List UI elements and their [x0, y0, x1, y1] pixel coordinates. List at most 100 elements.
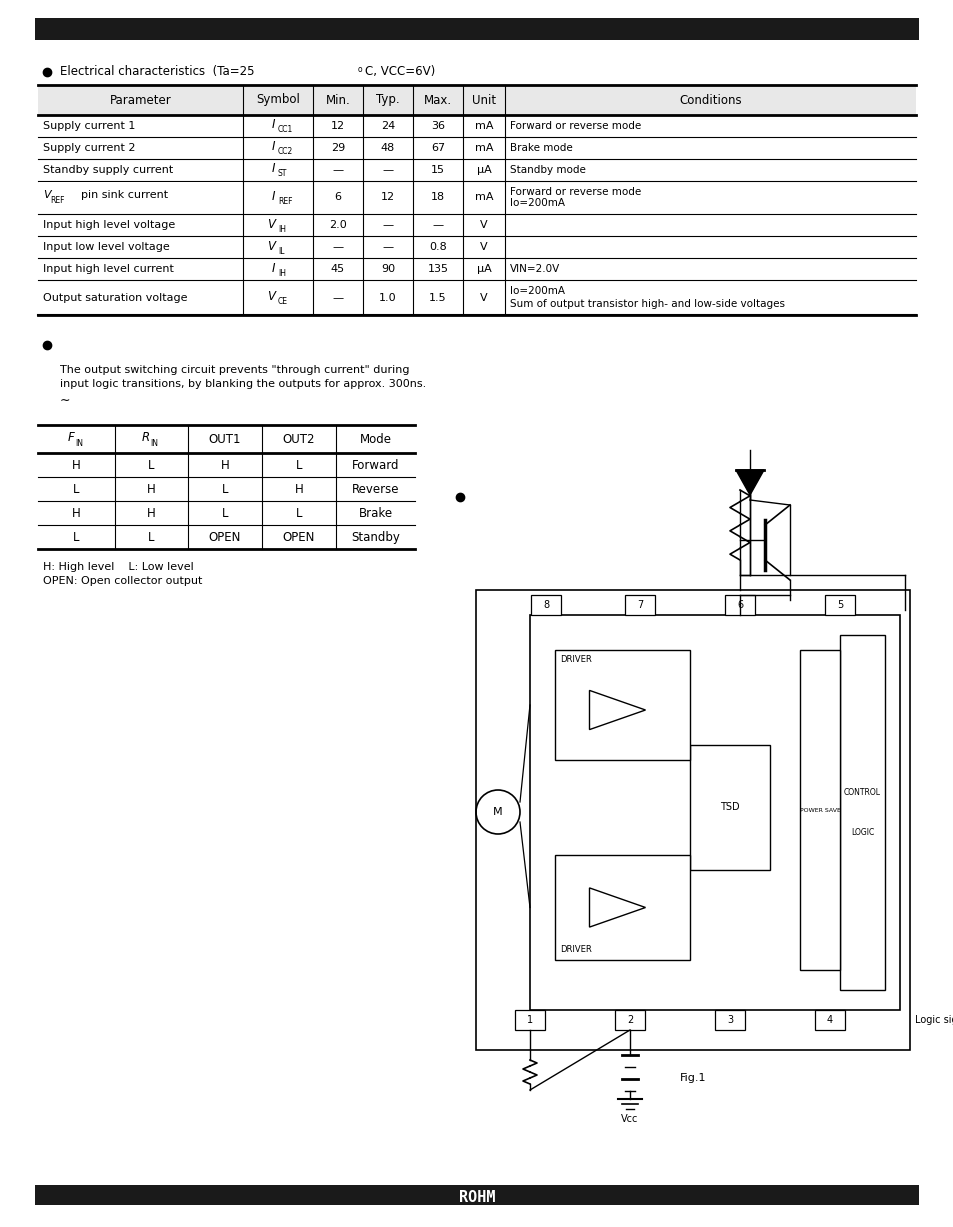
Text: Logic signals: Logic signals: [914, 1015, 953, 1025]
Text: μA: μA: [476, 264, 491, 274]
Text: I: I: [272, 190, 274, 202]
Text: 8: 8: [542, 600, 549, 610]
Text: 12: 12: [331, 121, 345, 131]
Text: mA: mA: [475, 193, 493, 202]
Text: Brake mode: Brake mode: [510, 144, 572, 153]
Text: 1: 1: [526, 1015, 533, 1025]
Polygon shape: [589, 888, 645, 928]
Text: H: H: [72, 459, 81, 471]
Text: R: R: [141, 431, 150, 444]
Text: —: —: [382, 164, 394, 175]
Text: L: L: [295, 507, 302, 520]
Text: Forward: Forward: [352, 459, 399, 471]
Text: OPEN: Open collector output: OPEN: Open collector output: [43, 577, 202, 587]
Bar: [476, 590, 909, 1050]
Text: Min.: Min.: [325, 93, 350, 107]
Text: —: —: [332, 242, 343, 252]
Text: μA: μA: [476, 164, 491, 175]
Text: LOGIC: LOGIC: [850, 828, 873, 837]
Bar: [399, 1189, 555, 1202]
Text: OUT2: OUT2: [282, 433, 314, 445]
Text: mA: mA: [475, 121, 493, 131]
Text: Symbol: Symbol: [255, 93, 299, 107]
Bar: [824, 595, 854, 615]
Text: mA: mA: [475, 144, 493, 153]
Text: 2.0: 2.0: [329, 220, 347, 229]
Bar: [814, 1010, 844, 1029]
Text: V: V: [267, 290, 274, 303]
Text: V: V: [479, 220, 487, 229]
Text: Brake: Brake: [358, 507, 392, 520]
Text: 36: 36: [431, 121, 444, 131]
Text: CC2: CC2: [277, 147, 293, 157]
Text: 12: 12: [380, 193, 395, 202]
Text: —: —: [382, 220, 394, 229]
Text: H: H: [72, 507, 81, 520]
Text: Max.: Max.: [423, 93, 452, 107]
Text: CONTROL: CONTROL: [843, 788, 880, 798]
Text: 3: 3: [726, 1015, 732, 1025]
Text: REF: REF: [277, 198, 293, 206]
Bar: [689, 745, 769, 870]
Text: Output saturation voltage: Output saturation voltage: [43, 292, 188, 303]
Text: Standby mode: Standby mode: [510, 164, 585, 175]
Text: 45: 45: [331, 264, 345, 274]
Text: 0.8: 0.8: [429, 242, 446, 252]
Text: —: —: [332, 292, 343, 303]
Text: L: L: [73, 531, 80, 544]
Text: REF: REF: [50, 196, 65, 205]
Text: I: I: [272, 119, 274, 131]
Text: OPEN: OPEN: [209, 531, 241, 544]
Text: Reverse: Reverse: [352, 482, 399, 496]
Text: I: I: [272, 141, 274, 153]
Text: Conditions: Conditions: [679, 93, 741, 107]
Text: Sum of output transistor high- and low-side voltages: Sum of output transistor high- and low-s…: [510, 299, 784, 309]
Text: The output switching circuit prevents "through current" during: The output switching circuit prevents "t…: [60, 366, 409, 375]
Text: 1.0: 1.0: [378, 292, 396, 303]
Text: Input low level voltage: Input low level voltage: [43, 242, 170, 252]
Text: input logic transitions, by blanking the outputs for approx. 300ns.: input logic transitions, by blanking the…: [60, 379, 426, 389]
Text: F: F: [68, 431, 74, 444]
Text: OPEN: OPEN: [282, 531, 314, 544]
Text: Forward or reverse mode: Forward or reverse mode: [510, 121, 640, 131]
Text: —: —: [432, 220, 443, 229]
Text: L: L: [221, 482, 228, 496]
Text: 18: 18: [431, 193, 445, 202]
Text: Electrical characteristics  (Ta=25: Electrical characteristics (Ta=25: [60, 65, 254, 79]
Text: H: H: [220, 459, 229, 471]
Text: ROHM: ROHM: [458, 1190, 495, 1205]
Text: 2: 2: [626, 1015, 633, 1025]
Text: Input high level current: Input high level current: [43, 264, 173, 274]
Text: 6: 6: [736, 600, 742, 610]
Text: POWER SAVE: POWER SAVE: [799, 807, 840, 812]
Bar: [531, 595, 560, 615]
Text: IN: IN: [151, 439, 158, 448]
Text: 90: 90: [380, 264, 395, 274]
Bar: [35, 1185, 918, 1205]
Text: 5: 5: [836, 600, 842, 610]
Text: 67: 67: [431, 144, 445, 153]
Text: TSD: TSD: [720, 802, 739, 812]
Text: I: I: [272, 261, 274, 275]
Text: ∼: ∼: [60, 394, 71, 406]
Text: L: L: [73, 482, 80, 496]
Text: V: V: [267, 217, 274, 231]
Text: Supply current 2: Supply current 2: [43, 144, 135, 153]
Text: Fig.1: Fig.1: [679, 1072, 705, 1083]
Polygon shape: [589, 691, 645, 730]
Text: M: M: [493, 807, 502, 817]
Text: CC1: CC1: [277, 125, 293, 135]
Text: CE: CE: [277, 297, 288, 306]
Text: 48: 48: [380, 144, 395, 153]
Text: V: V: [43, 190, 51, 200]
Text: V: V: [479, 292, 487, 303]
Text: 24: 24: [380, 121, 395, 131]
Text: VREF  pin sink current: VREF pin sink current: [43, 193, 166, 202]
Bar: [724, 595, 754, 615]
Text: IL: IL: [277, 247, 284, 255]
Text: Vcc: Vcc: [620, 1114, 638, 1124]
Text: L: L: [295, 459, 302, 471]
Text: pin sink current: pin sink current: [74, 190, 168, 200]
Text: Forward or reverse mode: Forward or reverse mode: [510, 187, 640, 196]
Bar: [840, 636, 884, 990]
